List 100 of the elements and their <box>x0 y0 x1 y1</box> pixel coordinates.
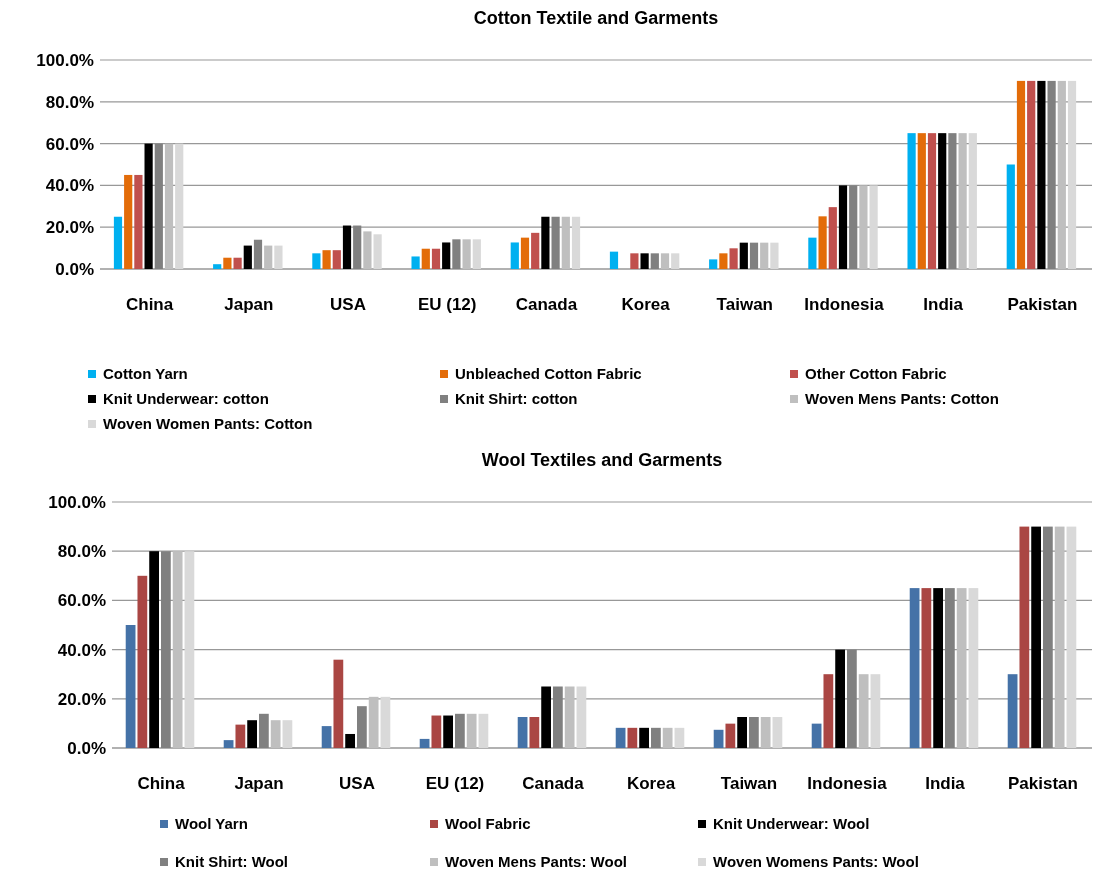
bar <box>144 143 153 269</box>
y-tick-label: 60.0% <box>45 134 94 154</box>
x-tick-label: Taiwan <box>720 774 778 793</box>
bar <box>223 257 232 269</box>
bar <box>709 259 718 269</box>
x-tick-label: India <box>925 774 966 793</box>
bar <box>553 686 563 748</box>
bar <box>823 674 834 748</box>
legend-label: Unbleached Cotton Fabric <box>455 365 642 382</box>
bar <box>859 185 868 269</box>
bar <box>650 253 659 269</box>
bar <box>921 588 932 748</box>
y-tick-label: 60.0% <box>57 591 106 611</box>
bar <box>933 588 943 748</box>
bar <box>869 185 878 269</box>
bar <box>243 245 252 269</box>
bar <box>137 575 148 748</box>
bar <box>125 625 136 748</box>
bar <box>154 143 163 269</box>
bar <box>1066 526 1077 748</box>
x-tick-label: Pakistan <box>1008 774 1078 793</box>
legend-label: Knit Shirt: Wool <box>175 853 289 870</box>
bar <box>259 713 269 748</box>
chart-title: Cotton Textile and Garments <box>473 8 719 28</box>
bar <box>660 253 670 269</box>
bar <box>1057 80 1066 269</box>
legend-label: Knit Underwear: Wool <box>713 815 870 832</box>
bar <box>541 216 550 269</box>
bar <box>968 133 977 269</box>
legend-label: Woven Mens Pants: Cotton <box>805 390 999 407</box>
x-tick-label: Taiwan <box>716 295 773 314</box>
bar <box>760 242 769 269</box>
bar <box>749 717 759 748</box>
x-tick-label: Canada <box>522 774 585 793</box>
bar <box>615 727 626 748</box>
x-tick-label: Japan <box>234 774 284 793</box>
bar <box>149 551 159 748</box>
y-tick-label: 100.0% <box>48 492 106 512</box>
bar <box>917 133 926 269</box>
bar <box>729 248 738 269</box>
bar <box>1006 164 1015 269</box>
x-tick-label: Japan <box>224 295 274 314</box>
bar <box>662 727 673 748</box>
bar <box>161 551 171 748</box>
bar <box>541 686 551 748</box>
bar <box>363 231 372 269</box>
legend-label: Woven Women Pants: Cotton <box>103 415 313 432</box>
bar <box>968 588 979 748</box>
bar <box>333 659 344 748</box>
bar <box>247 720 257 748</box>
bar <box>907 133 916 269</box>
y-tick-label: 40.0% <box>45 176 94 196</box>
bar <box>134 174 143 269</box>
bar <box>858 674 869 748</box>
bar <box>213 264 222 269</box>
bar <box>113 216 123 269</box>
y-tick-label: 20.0% <box>45 218 94 238</box>
bar <box>517 717 528 748</box>
bar <box>431 715 442 748</box>
bar <box>462 239 471 269</box>
bar <box>421 248 430 269</box>
bar <box>835 649 845 748</box>
bar <box>1043 526 1053 748</box>
bar <box>719 253 728 269</box>
bar <box>472 239 481 269</box>
bar <box>184 551 195 748</box>
x-tick-label: Korea <box>621 295 671 314</box>
bar <box>739 242 748 269</box>
bar <box>510 242 519 269</box>
bar <box>1067 80 1077 269</box>
bar <box>564 686 575 748</box>
bar <box>945 588 955 748</box>
bar <box>124 174 133 269</box>
bar <box>478 713 489 748</box>
bar <box>353 225 362 269</box>
bar <box>332 250 341 269</box>
bar <box>368 696 379 748</box>
bar <box>828 207 837 269</box>
bar <box>948 133 957 269</box>
bar <box>1047 80 1056 269</box>
bar <box>342 225 352 269</box>
bar <box>529 717 540 748</box>
bar <box>466 713 477 748</box>
bar <box>235 724 246 748</box>
bar <box>770 242 779 269</box>
bar <box>274 245 283 269</box>
bar <box>576 686 587 748</box>
bar <box>1019 526 1030 748</box>
bar <box>760 717 771 748</box>
x-tick-label: Indonesia <box>807 774 888 793</box>
legend-label: Cotton Yarn <box>103 365 188 382</box>
bar <box>627 727 638 748</box>
chart-title: Wool Textiles and Garments <box>481 450 723 470</box>
bar <box>1054 526 1065 748</box>
bar <box>847 649 857 748</box>
bar <box>452 239 461 269</box>
bar <box>380 696 391 748</box>
x-tick-label: Canada <box>515 295 578 314</box>
bar <box>958 133 967 269</box>
legend-label: Woven Womens Pants: Wool <box>713 853 919 870</box>
